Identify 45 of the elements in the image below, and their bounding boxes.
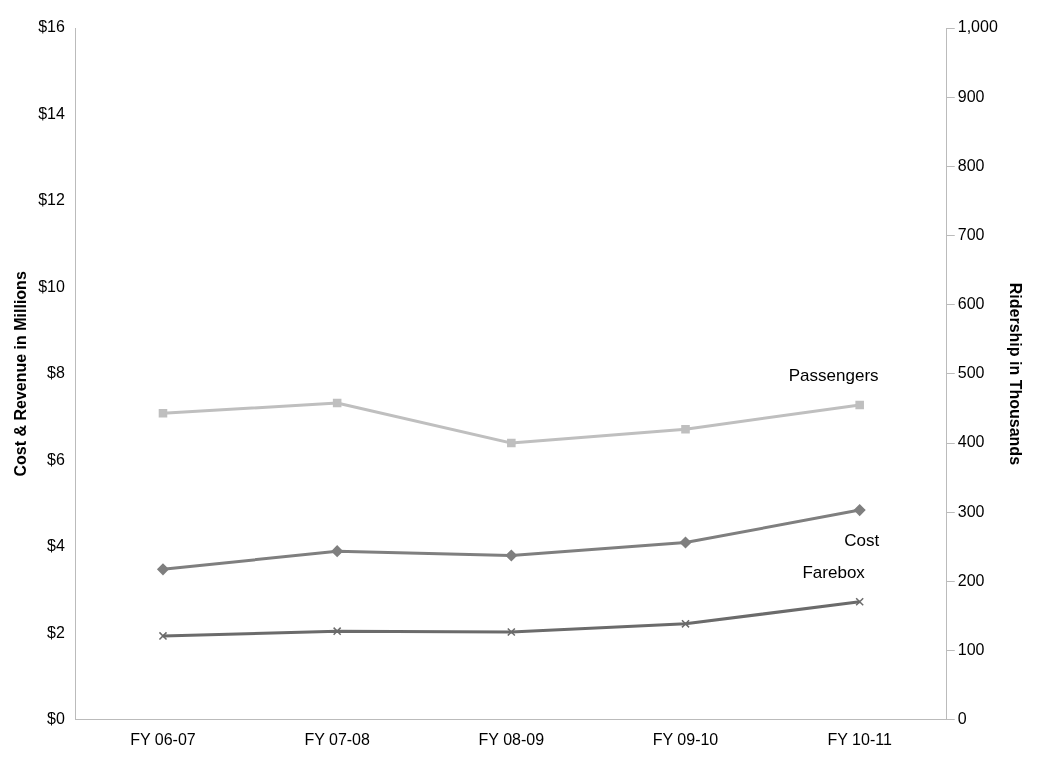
point	[332, 626, 342, 636]
y2-axis-title: Ridership in Thousands	[1006, 282, 1024, 466]
point	[331, 545, 343, 557]
point	[158, 631, 168, 641]
y2-tick-label: 900	[957, 87, 985, 105]
point	[158, 409, 168, 418]
series-label: Cost	[844, 531, 880, 551]
x-tick-label: FY 09-10	[652, 730, 719, 748]
x-tick-label: FY 08-09	[478, 730, 545, 748]
y2-tick-label: 400	[957, 433, 985, 451]
x-tick-label: FY 06-07	[130, 730, 196, 748]
point	[505, 549, 518, 562]
y2-tick-label: 100	[957, 641, 985, 659]
point	[681, 424, 690, 434]
y-tick-label: $2	[47, 623, 65, 641]
y-tick-label: $4	[47, 537, 65, 555]
y2-tick-label: 300	[957, 502, 985, 520]
y2-tick-label: 800	[957, 156, 985, 174]
y-tick-label: $0	[47, 710, 65, 728]
y-tick-label: $16	[38, 18, 65, 36]
y-tick-label: $6	[47, 450, 65, 468]
point	[855, 597, 864, 607]
x-tick-label: FY 10-11	[827, 730, 892, 748]
x-tick-label: FY 07-08	[304, 730, 371, 748]
y2-tick-label: 200	[957, 571, 985, 589]
point	[681, 619, 690, 629]
point	[157, 563, 169, 576]
series-label: Farebox	[802, 562, 866, 582]
y2-tick-label: 0	[957, 710, 967, 728]
series-label: Passengers	[788, 366, 879, 386]
y2-tick-label: 700	[957, 225, 985, 243]
point	[855, 400, 864, 410]
point	[332, 398, 342, 408]
y-tick-label: $12	[38, 191, 65, 209]
y-tick-label: $8	[47, 364, 65, 382]
point	[507, 627, 516, 637]
y-axis-title: Cost & Revenue in Millions	[12, 271, 30, 477]
y2-tick-label: 500	[957, 364, 985, 382]
y-tick-label: $14	[38, 104, 65, 122]
y-tick-label: $10	[38, 277, 65, 295]
point	[853, 504, 866, 516]
point	[507, 438, 516, 448]
point	[679, 536, 692, 549]
y2-tick-label: 600	[957, 295, 985, 313]
y2-tick-label: 1,000	[957, 18, 998, 36]
